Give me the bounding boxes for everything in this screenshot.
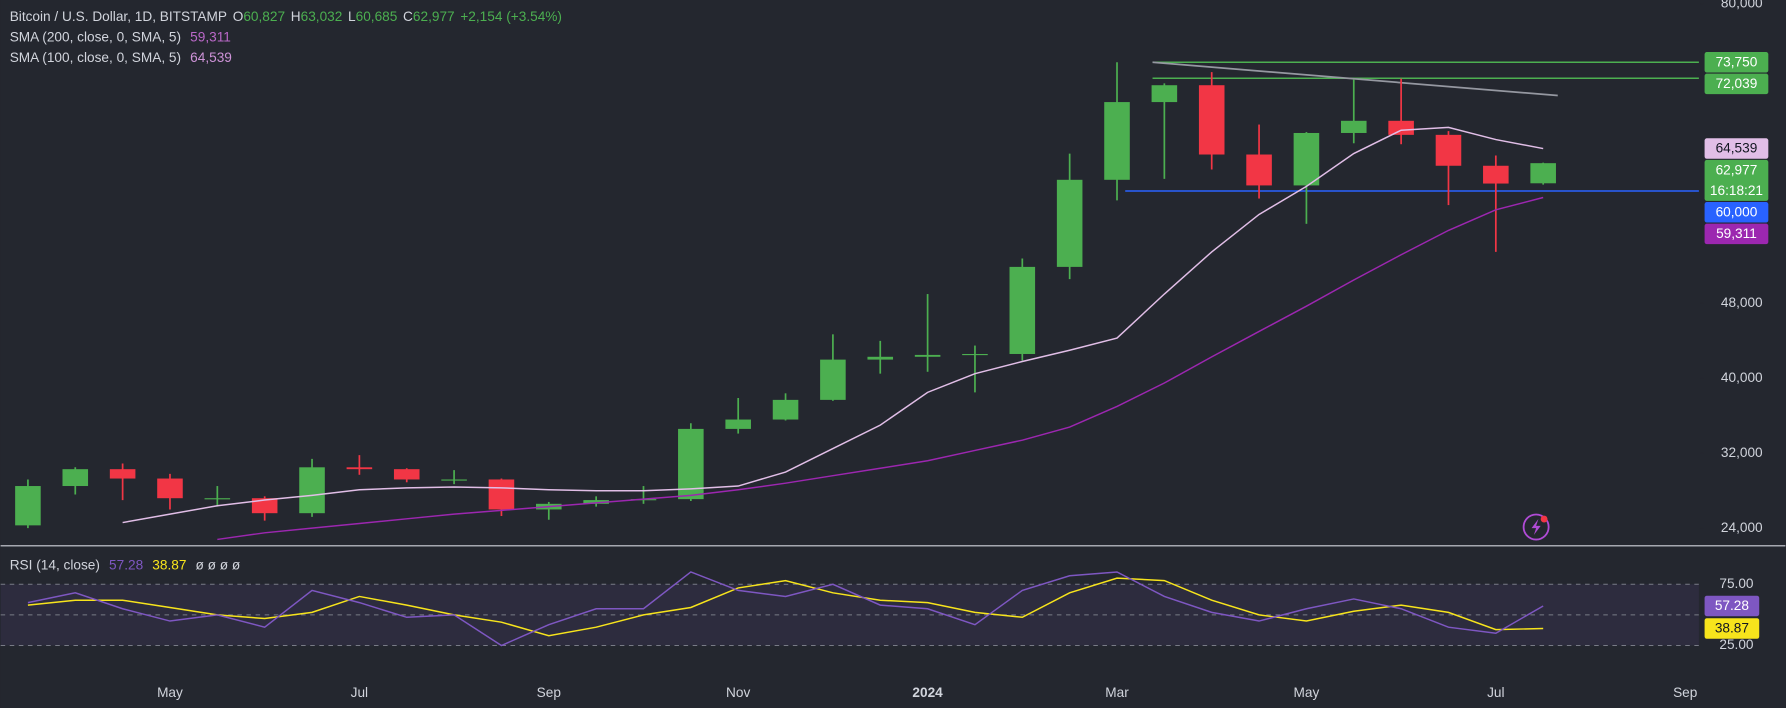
legend-value: 38.87: [152, 557, 186, 572]
sma-line: [217, 196, 1544, 541]
x-tick-label: May: [1294, 685, 1320, 700]
legend-key: O: [233, 9, 244, 24]
candle-body: [1198, 85, 1225, 155]
legend-sma: SMA (100, close, 0, SMA, 5) 64,539: [10, 50, 232, 65]
price-label-box: [1704, 159, 1769, 201]
candle-body: [1246, 154, 1272, 186]
legend-value: 63,032: [301, 9, 343, 24]
rsi-line: [27, 571, 1544, 647]
candle-body: [1340, 120, 1367, 133]
y-tick-label: 40,000: [1721, 370, 1763, 385]
candle-body: [1009, 266, 1036, 354]
price-label: 59,311: [1716, 226, 1757, 241]
price-pane: [15, 61, 1699, 541]
x-tick-label: May: [157, 685, 183, 700]
legend-change: +2,154 (+3.54%): [460, 9, 562, 24]
legend-title: Bitcoin / U.S. Dollar, 1D, BITSTAMP: [10, 9, 227, 24]
rsi-label-box: [1704, 618, 1760, 639]
legend-main: Bitcoin / U.S. Dollar, 1D, BITSTAMP O60,8…: [10, 9, 562, 24]
candle-body: [299, 467, 325, 514]
legend-key: H: [291, 9, 301, 24]
price-label: 60,000: [1716, 204, 1758, 219]
candle-body: [15, 486, 41, 526]
candle-body: [62, 469, 89, 487]
candle-body: [1483, 165, 1509, 184]
y-tick-label: 48,000: [1721, 295, 1763, 310]
candle-body: [678, 428, 704, 500]
candle-body: [157, 478, 183, 499]
price-label-box: [1704, 52, 1769, 73]
price-label: 73,750: [1716, 54, 1758, 69]
legend-name: SMA (200, close, 0, SMA, 5): [10, 29, 181, 44]
candle-body: [1388, 120, 1414, 135]
candle-body: [725, 419, 751, 429]
x-tick-label: Mar: [1105, 685, 1129, 700]
candle-body: [393, 469, 420, 480]
candle-body: [251, 498, 278, 514]
candle-body: [109, 469, 136, 479]
legend-name: SMA (100, close, 0, SMA, 5): [10, 50, 181, 65]
candle-body: [1104, 102, 1130, 180]
price-label-box: [1704, 73, 1769, 95]
legend-sma: SMA (200, close, 0, SMA, 5) 59,311: [10, 29, 231, 44]
price-label: 62,977: [1716, 162, 1758, 177]
candle-body: [1435, 134, 1462, 166]
rsi-label: 57.28: [1715, 598, 1749, 613]
price-label: 64,539: [1716, 141, 1758, 156]
legend-value: 60,685: [356, 9, 398, 24]
candle-body: [1056, 179, 1083, 267]
legend-value: 59,311: [190, 29, 231, 44]
candle-body: [441, 479, 467, 481]
sma-line: [122, 126, 1544, 524]
price-label-box: [1704, 223, 1769, 245]
x-tick-label: Jul: [1487, 685, 1504, 700]
y-tick-label: 25.00: [1719, 637, 1754, 652]
candle-body: [962, 353, 988, 356]
y-tick-label: 80,000: [1721, 0, 1763, 10]
candle-body: [1293, 132, 1320, 186]
y-tick-label: 32,000: [1721, 445, 1763, 460]
candle-body: [820, 359, 846, 400]
legend-key: C: [403, 9, 413, 24]
legend-rsi: RSI (14, close) 57.28 38.87 ø ø ø ø: [10, 557, 241, 572]
lightning-icon[interactable]: [1522, 513, 1550, 541]
trendline: [1152, 61, 1558, 97]
x-tick-label: Nov: [726, 685, 750, 700]
legend-name: RSI (14, close): [10, 557, 100, 572]
legend-value: 64,539: [190, 50, 232, 65]
candle-body: [914, 354, 941, 357]
x-tick-label: Sep: [537, 685, 562, 700]
rsi-pane: [0, 571, 1699, 647]
price-label-box: [1704, 202, 1769, 223]
candle-body: [488, 479, 515, 510]
rsi-line: [27, 577, 1544, 637]
candle-body: [204, 498, 231, 500]
candle-body: [346, 467, 373, 470]
legend-value: 57.28: [109, 557, 143, 572]
overlay: 24,000 32,000 40,000 48,000 80,000 May Jul Sep N…: [10, 0, 1769, 700]
y-tick-label: 75.00: [1719, 576, 1754, 591]
price-label: 72,039: [1716, 76, 1758, 91]
legend-key: L: [348, 9, 356, 24]
legend-extra: ø ø ø ø: [196, 557, 241, 572]
legend-value: 60,827: [243, 9, 285, 24]
candle-body: [867, 356, 894, 360]
candle-body: [583, 500, 609, 504]
rsi-label: 38.87: [1715, 621, 1749, 636]
price-label-box: [1704, 138, 1769, 159]
candle-body: [772, 399, 799, 420]
candle-body: [1530, 163, 1556, 184]
legend-value: 62,977: [413, 9, 455, 24]
x-tick-label: Jul: [351, 685, 368, 700]
candle-body: [1151, 85, 1178, 103]
x-tick-label: 2024: [912, 685, 943, 700]
price-label: 16:18:21: [1710, 183, 1763, 198]
x-tick-label: Sep: [1673, 685, 1698, 700]
y-tick-label: 24,000: [1721, 520, 1763, 535]
rsi-label-box: [1704, 595, 1760, 617]
